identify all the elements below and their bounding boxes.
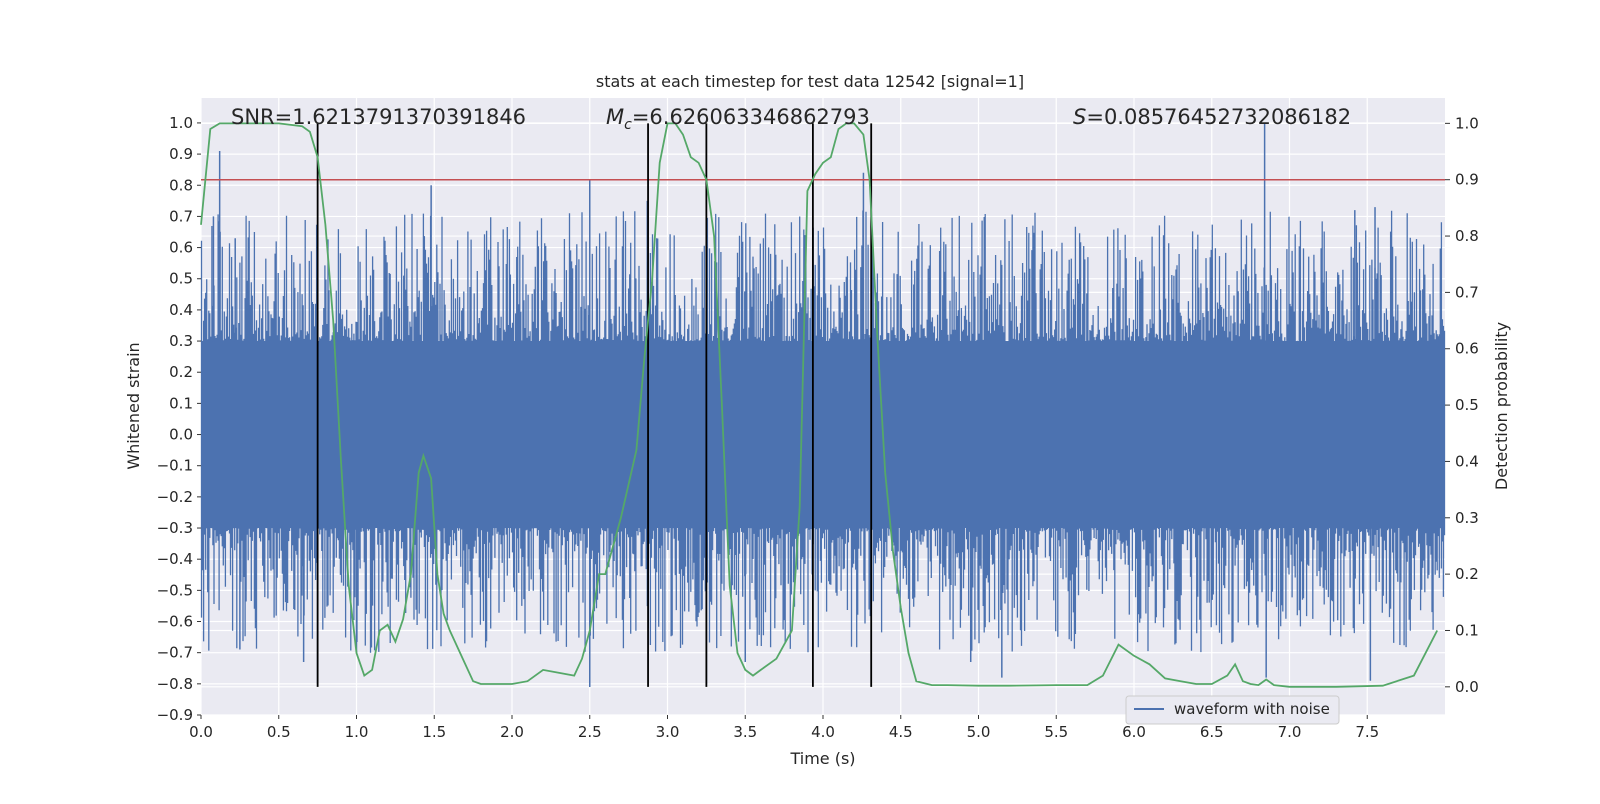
x-tick-label: 6.0 xyxy=(1122,723,1146,741)
y-tick-label-left: 0.6 xyxy=(169,239,193,257)
y-tick-label-left: −0.8 xyxy=(157,675,193,693)
s-symbol: S xyxy=(1073,105,1086,129)
y-tick-label-left: −0.6 xyxy=(157,613,193,631)
y-tick-label-right: 0.4 xyxy=(1455,452,1479,470)
y-ticks-left: 1.0 0.9 0.8 0.7 0.6 0.5 0.4 0.3 0.2 0.1 0.0 −0.1 −0.… xyxy=(157,114,201,724)
y-axis-label-left: Whitened strain xyxy=(124,342,143,469)
snr-annotation: SNR=1.6213791370391846 xyxy=(231,105,526,129)
y-tick-label-left: 0.8 xyxy=(169,176,193,194)
y-tick-label-left: 0.9 xyxy=(169,145,193,163)
x-tick-label: 1.5 xyxy=(422,723,446,741)
y-tick-label-left: 0.1 xyxy=(169,394,193,412)
x-tick-label: 6.5 xyxy=(1200,723,1224,741)
x-tick-label: 0.5 xyxy=(267,723,291,741)
x-tick-label: 5.0 xyxy=(967,723,991,741)
legend-label: waveform with noise xyxy=(1174,700,1330,718)
y-tick-label-right: 0.5 xyxy=(1455,396,1479,414)
x-tick-label: 3.5 xyxy=(733,723,757,741)
x-axis-label: Time (s) xyxy=(789,749,855,768)
y-tick-label-left: −0.4 xyxy=(157,550,193,568)
y-tick-label-right: 0.7 xyxy=(1455,283,1479,301)
y-tick-label-left: 0.7 xyxy=(169,207,193,225)
y-tick-label-right: 0.1 xyxy=(1455,621,1479,639)
y-tick-label-left: −0.9 xyxy=(157,706,193,724)
chirp-mass-subscript: c xyxy=(624,117,632,133)
vertical-markers xyxy=(316,123,873,687)
legend-box xyxy=(1125,695,1340,725)
y-tick-label-left: −0.1 xyxy=(157,457,193,475)
y-tick-label-left: 0.4 xyxy=(169,301,193,319)
waveform-series xyxy=(200,122,1446,687)
x-tick-label: 4.0 xyxy=(811,723,835,741)
y-tick-label-left: 0.0 xyxy=(169,426,193,444)
y-tick-label-right: 1.0 xyxy=(1455,114,1479,132)
x-tick-label: 3.0 xyxy=(656,723,680,741)
y-tick-label-left: 0.5 xyxy=(169,270,193,288)
y-tick-label-left: −0.2 xyxy=(157,488,193,506)
x-tick-label: 2.0 xyxy=(500,723,524,741)
x-tick-label: 1.0 xyxy=(345,723,369,741)
waveform-core-band xyxy=(201,341,1445,529)
chirp-mass-symbol: M xyxy=(606,105,624,129)
x-tick-label: 7.0 xyxy=(1278,723,1302,741)
x-tick-label: 4.5 xyxy=(889,723,913,741)
y-axis-label-right: Detection probability xyxy=(1492,322,1511,490)
y-tick-label-left: 0.3 xyxy=(169,332,193,350)
y-tick-label-left: 1.0 xyxy=(169,114,193,132)
x-tick-label: 2.5 xyxy=(578,723,602,741)
y-tick-label-left: 0.2 xyxy=(169,363,193,381)
chirp-mass-annotation: Mc=6.626063346862793 xyxy=(606,105,870,133)
chart-title: stats at each timestep for test data 125… xyxy=(596,72,1024,91)
y-tick-label-right: 0.8 xyxy=(1455,227,1479,245)
x-tick-label: 7.5 xyxy=(1355,723,1379,741)
y-tick-label-right: 0.9 xyxy=(1455,171,1479,189)
y-tick-label-right: 0.6 xyxy=(1455,340,1479,358)
s-annotation: S=0.08576452732086182 xyxy=(1073,105,1351,129)
y-ticks-right: 1.0 0.9 0.8 0.7 0.6 0.5 0.4 0.3 0.2 0.1 0.0 xyxy=(1445,114,1479,696)
chirp-mass-value: =6.626063346862793 xyxy=(632,105,870,129)
y-tick-label-left: −0.3 xyxy=(157,519,193,537)
s-value: =0.08576452732086182 xyxy=(1086,105,1351,129)
x-tick-label: 5.5 xyxy=(1044,723,1068,741)
y-tick-label-right: 0.2 xyxy=(1455,565,1479,583)
detection-probability-line xyxy=(200,122,1438,688)
y-tick-label-right: 0.3 xyxy=(1455,509,1479,527)
x-tick-label: 0.0 xyxy=(189,723,213,741)
x-ticks: 0.0 0.5 1.0 1.5 2.0 2.5 3.0 3.5 4.0 4.5 5.0 5.5 6.0 6… xyxy=(189,715,1379,741)
y-tick-label-right: 0.0 xyxy=(1455,678,1479,696)
y-tick-label-left: −0.5 xyxy=(157,581,193,599)
y-tick-label-left: −0.7 xyxy=(157,644,193,662)
legend: waveform with noise xyxy=(1125,695,1340,725)
